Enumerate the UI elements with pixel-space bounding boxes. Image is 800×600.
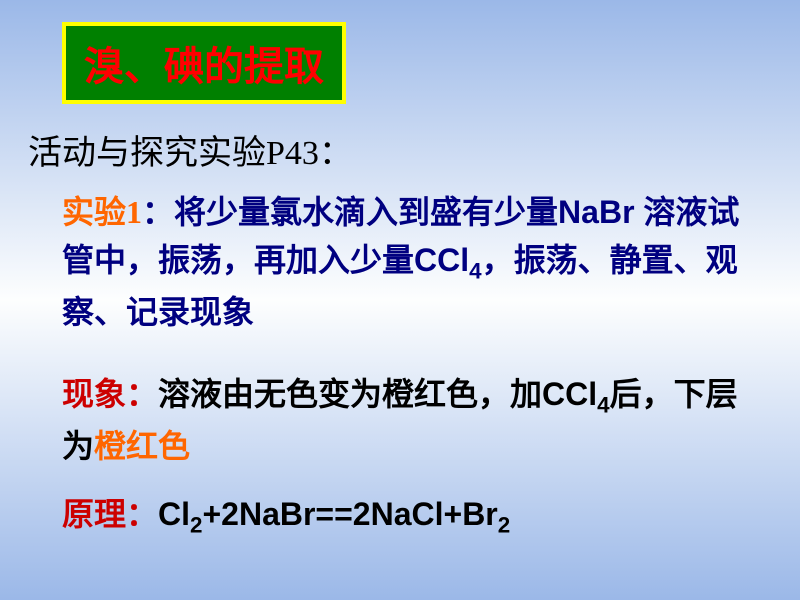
experiment-separator: ： <box>142 194 174 230</box>
subtitle: 活动与探究实验P43： <box>28 125 353 174</box>
experiment-1-block: 实验1：将少量氯水滴入到盛有少量NaBr 溶液试管中，振荡，再加入少量CCl4，… <box>62 188 760 336</box>
formula-ccl4-b: CCl4 <box>542 376 610 412</box>
experiment-text-1: 将少量氯水滴入到盛有少量 <box>174 194 558 230</box>
formula-ccl4: CCl4 <box>414 242 482 278</box>
slide-title-box: 溴、碘的提取 <box>62 22 346 104</box>
principle-equation: Cl2+2NaBr==2NaCl+Br2 <box>158 496 510 532</box>
phenomenon-block: 现象：溶液由无色变为橙红色，加CCl4后，下层为橙红色 <box>62 370 760 470</box>
principle-label: 原理： <box>62 496 158 532</box>
phenomenon-label: 现象： <box>62 376 158 412</box>
experiment-label: 实验1 <box>62 194 142 230</box>
phenomenon-highlight: 橙红色 <box>94 428 190 464</box>
formula-nabr: NaBr <box>558 194 643 230</box>
phenomenon-text-1: 溶液由无色变为橙红色，加 <box>158 376 542 412</box>
slide-title: 溴、碘的提取 <box>84 44 324 89</box>
principle-block: 原理：Cl2+2NaBr==2NaCl+Br2 <box>62 490 760 542</box>
